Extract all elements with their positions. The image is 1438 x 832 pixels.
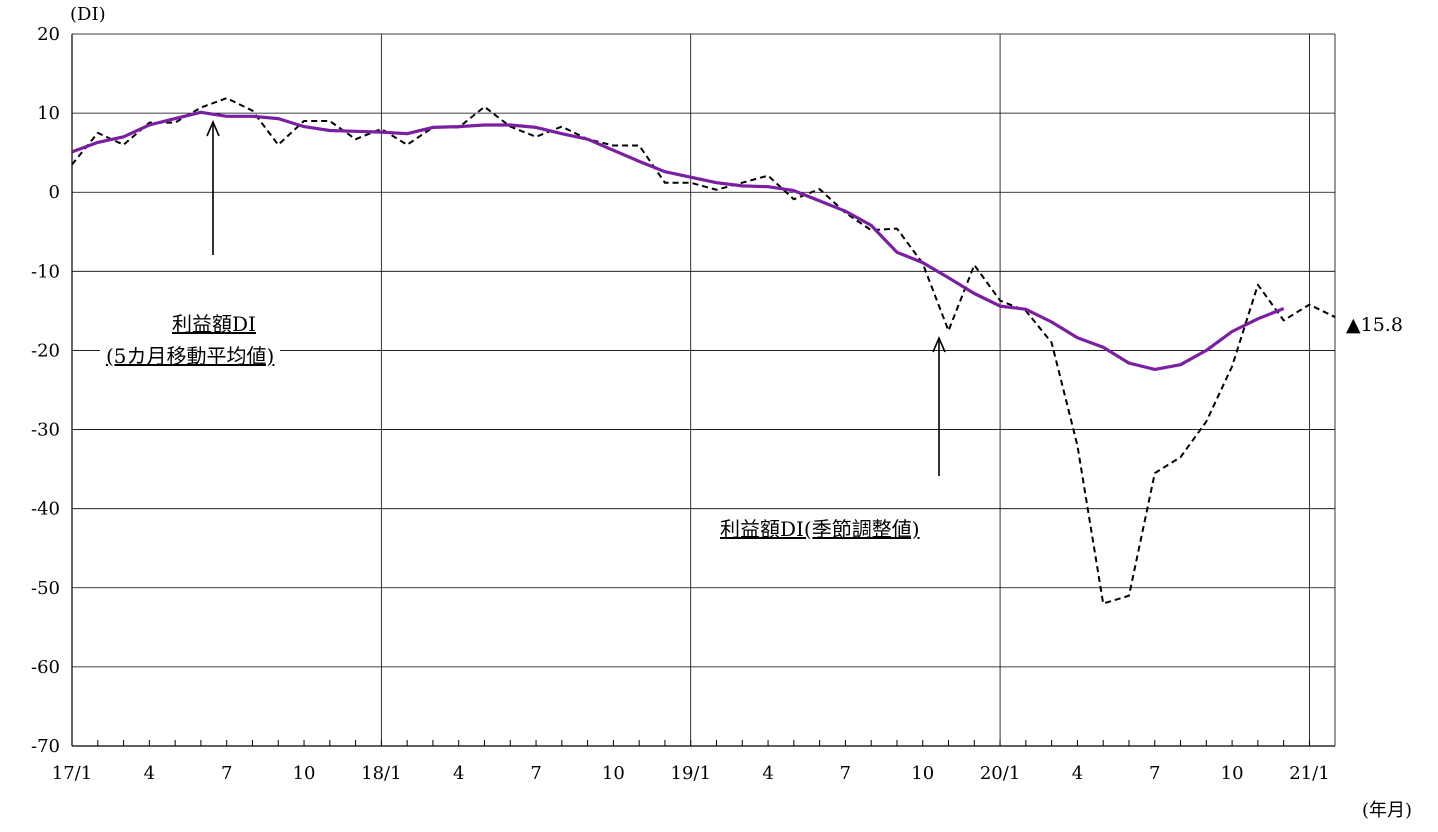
x-tick-label: 7 (221, 763, 232, 784)
x-tick-label: 10 (293, 763, 316, 784)
x-tick-label: 4 (762, 763, 773, 784)
moving-average-arrowhead (206, 119, 220, 137)
x-tick-label: 7 (530, 763, 541, 784)
annotation-arrows (206, 119, 946, 476)
last-value-label: ▲15.8 (1346, 314, 1403, 336)
x-tick-label: 18/1 (361, 763, 401, 784)
x-tick-label: 4 (1072, 763, 1083, 784)
x-tick-label: 10 (602, 763, 625, 784)
y-tick-label: -20 (31, 340, 60, 361)
y-tick-label: -60 (31, 657, 60, 678)
seasonal-arrowhead (932, 335, 946, 353)
x-tick-label: 10 (911, 763, 934, 784)
gridlines (72, 33, 1335, 746)
y-tick-label: 20 (37, 24, 60, 45)
y-tick-label: -50 (31, 578, 60, 599)
series-line-moving-average (71, 110, 1285, 371)
x-tick-label: 10 (1221, 763, 1244, 784)
x-tick-label: 7 (1149, 763, 1160, 784)
y-tick-label: -40 (31, 499, 60, 520)
moving-average-label-line2: (5カ月移動平均値) (100, 340, 281, 369)
x-tick-label: 4 (144, 763, 155, 784)
x-tick-label: 4 (453, 763, 464, 784)
y-tick-label: -70 (31, 736, 60, 757)
x-tick-label: 20/1 (980, 763, 1020, 784)
moving-average-label-line1: 利益額DI (166, 308, 262, 337)
y-tick-label: 0 (49, 182, 60, 203)
x-tick-label: 7 (840, 763, 851, 784)
series-line-seasonal-adjusted (71, 97, 1336, 605)
x-tick-label: 21/1 (1289, 763, 1329, 784)
y-axis-label: (DI) (70, 4, 106, 25)
x-axis-label: (年月) (1362, 800, 1413, 821)
series-layer (71, 97, 1336, 605)
y-tick-label: -10 (31, 261, 60, 282)
x-tick-label: 17/1 (52, 763, 92, 784)
y-tick-label: -30 (31, 420, 60, 441)
seasonal-adjusted-label: 利益額DI(季節調整値) (712, 513, 928, 542)
y-tick-label: 10 (37, 103, 60, 124)
axes: 20 10 0 -10 -20 -30 -40 -50 -60 -70 17/1 4 7 10 18/1 4 7… (31, 24, 1336, 784)
x-tick-label: 19/1 (671, 763, 711, 784)
